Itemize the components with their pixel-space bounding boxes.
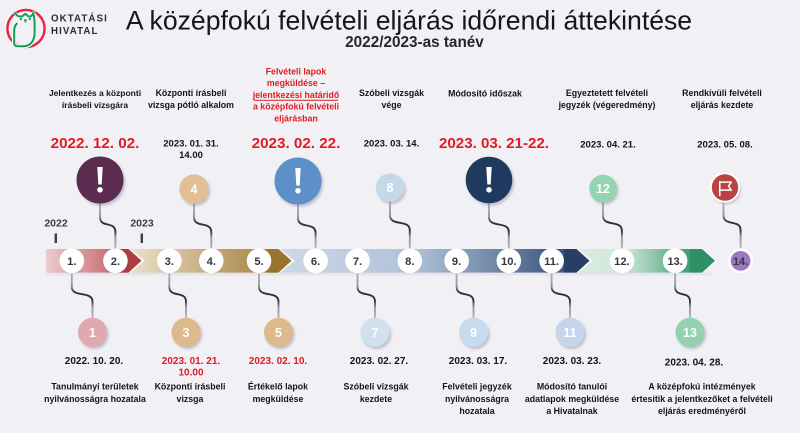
svg-text:2023: 2023 bbox=[130, 218, 154, 230]
svg-text:11: 11 bbox=[563, 326, 576, 340]
svg-text:eljárás kezdete: eljárás kezdete bbox=[691, 100, 754, 110]
svg-text:2023. 04. 28.: 2023. 04. 28. bbox=[665, 358, 724, 369]
svg-text:4: 4 bbox=[191, 183, 198, 197]
svg-text:Értékelő lapok: Értékelő lapok bbox=[248, 382, 308, 392]
svg-text:eljárásban: eljárásban bbox=[274, 114, 318, 124]
svg-text:9: 9 bbox=[470, 326, 477, 340]
svg-text:jegyzék (végeredmény): jegyzék (végeredmény) bbox=[558, 100, 656, 110]
svg-text:14.00: 14.00 bbox=[179, 150, 203, 161]
svg-text:Tanulmányi területek: Tanulmányi területek bbox=[51, 382, 138, 392]
svg-text:7: 7 bbox=[372, 326, 379, 340]
svg-text:adatlapok megküldése: adatlapok megküldése bbox=[525, 394, 619, 404]
svg-text:Rendkívüli felvételi: Rendkívüli felvételi bbox=[682, 88, 762, 98]
svg-text:10.00: 10.00 bbox=[178, 368, 203, 379]
svg-text:2023. 04. 21.: 2023. 04. 21. bbox=[580, 140, 635, 151]
svg-text:Szóbeli vizsgák: Szóbeli vizsgák bbox=[359, 88, 424, 98]
svg-text:12: 12 bbox=[596, 182, 610, 196]
svg-text:1: 1 bbox=[89, 326, 96, 340]
svg-text:vizsga pótló alkalom: vizsga pótló alkalom bbox=[148, 100, 234, 110]
svg-text:2023. 03. 23.: 2023. 03. 23. bbox=[543, 356, 602, 367]
svg-text:2023. 03. 14.: 2023. 03. 14. bbox=[364, 139, 419, 150]
svg-text:8.: 8. bbox=[405, 256, 414, 268]
svg-text:Módosító tanulói: Módosító tanulói bbox=[537, 382, 607, 392]
svg-text:10.: 10. bbox=[501, 256, 517, 268]
svg-text:6.: 6. bbox=[311, 256, 320, 268]
svg-text:megküldése –: megküldése – bbox=[267, 78, 325, 88]
svg-text:nyilvánosságra hozatala: nyilvánosságra hozatala bbox=[44, 394, 146, 404]
svg-text:1.: 1. bbox=[67, 256, 76, 268]
svg-text:OKTATÁSI: OKTATÁSI bbox=[51, 14, 108, 25]
svg-text:2.: 2. bbox=[111, 256, 120, 268]
svg-text:írásbeli vizsgára: írásbeli vizsgára bbox=[62, 100, 128, 110]
svg-text:értesítik a jelentkezőket a fe: értesítik a jelentkezőket a felvételi bbox=[631, 394, 772, 404]
svg-text:3: 3 bbox=[183, 326, 190, 340]
svg-text:Jelentkezés a központi: Jelentkezés a központi bbox=[49, 88, 141, 98]
svg-text:2022. 12. 02.: 2022. 12. 02. bbox=[51, 135, 140, 152]
svg-text:Módosító időszak: Módosító időszak bbox=[448, 88, 522, 98]
svg-text:2023. 01. 31.: 2023. 01. 31. bbox=[163, 139, 218, 150]
svg-text:2023. 03. 17.: 2023. 03. 17. bbox=[449, 356, 508, 367]
svg-text:vizsga: vizsga bbox=[177, 394, 204, 404]
svg-text:3.: 3. bbox=[165, 256, 174, 268]
svg-text:11.: 11. bbox=[544, 256, 559, 268]
svg-text:jelentkezési határidő: jelentkezési határidő bbox=[252, 90, 340, 100]
svg-text:a Hivatalnak: a Hivatalnak bbox=[546, 406, 597, 416]
svg-text:eljárás eredményéről: eljárás eredményéről bbox=[658, 406, 746, 416]
svg-text:13.: 13. bbox=[667, 256, 683, 268]
svg-text:hozatala: hozatala bbox=[459, 406, 494, 416]
svg-text:2023. 05. 08.: 2023. 05. 08. bbox=[697, 140, 752, 151]
svg-text:2023. 01. 21.: 2023. 01. 21. bbox=[162, 356, 221, 367]
svg-text:14.: 14. bbox=[733, 256, 748, 268]
svg-text:Központi írásbeli: Központi írásbeli bbox=[156, 88, 227, 98]
svg-text:Felvételi lapok: Felvételi lapok bbox=[266, 66, 327, 76]
svg-text:2023. 03. 21-22.: 2023. 03. 21-22. bbox=[439, 135, 549, 152]
svg-text:vége: vége bbox=[381, 100, 401, 110]
svg-text:2023. 02. 27.: 2023. 02. 27. bbox=[350, 356, 409, 367]
svg-text:Egyeztetett felvételi: Egyeztetett felvételi bbox=[566, 88, 648, 98]
svg-text:2023. 02. 22.: 2023. 02. 22. bbox=[252, 135, 341, 152]
svg-text:7.: 7. bbox=[353, 256, 362, 268]
svg-text:Felvételi jegyzék: Felvételi jegyzék bbox=[442, 382, 512, 392]
svg-text:8: 8 bbox=[387, 181, 394, 195]
svg-text:a középfokú felvételi: a középfokú felvételi bbox=[253, 102, 339, 112]
svg-text:2023. 02. 10.: 2023. 02. 10. bbox=[249, 356, 308, 367]
svg-text:A középfokú felvételi eljárás: A középfokú felvételi eljárás időrendi á… bbox=[126, 6, 692, 36]
svg-text:Központi írásbeli: Központi írásbeli bbox=[155, 382, 226, 392]
svg-text:kezdete: kezdete bbox=[360, 394, 392, 404]
svg-text:nyilvánosságra: nyilvánosságra bbox=[445, 394, 509, 404]
svg-text:HIVATAL: HIVATAL bbox=[51, 26, 99, 37]
svg-text:2022/2023-as tanév: 2022/2023-as tanév bbox=[345, 34, 484, 51]
svg-text:13: 13 bbox=[683, 326, 697, 340]
svg-text:4.: 4. bbox=[207, 256, 216, 268]
svg-text:9.: 9. bbox=[452, 256, 461, 268]
svg-text:5: 5 bbox=[275, 326, 282, 340]
svg-text:A középfokú intézmények: A középfokú intézmények bbox=[648, 382, 755, 392]
svg-text:5.: 5. bbox=[254, 256, 263, 268]
svg-text:megküldése: megküldése bbox=[253, 394, 304, 404]
svg-text:2022: 2022 bbox=[44, 218, 68, 230]
svg-text:12.: 12. bbox=[614, 256, 630, 268]
svg-text:2022. 10. 20.: 2022. 10. 20. bbox=[65, 356, 124, 367]
svg-text:Szóbeli vizsgák: Szóbeli vizsgák bbox=[343, 382, 408, 392]
